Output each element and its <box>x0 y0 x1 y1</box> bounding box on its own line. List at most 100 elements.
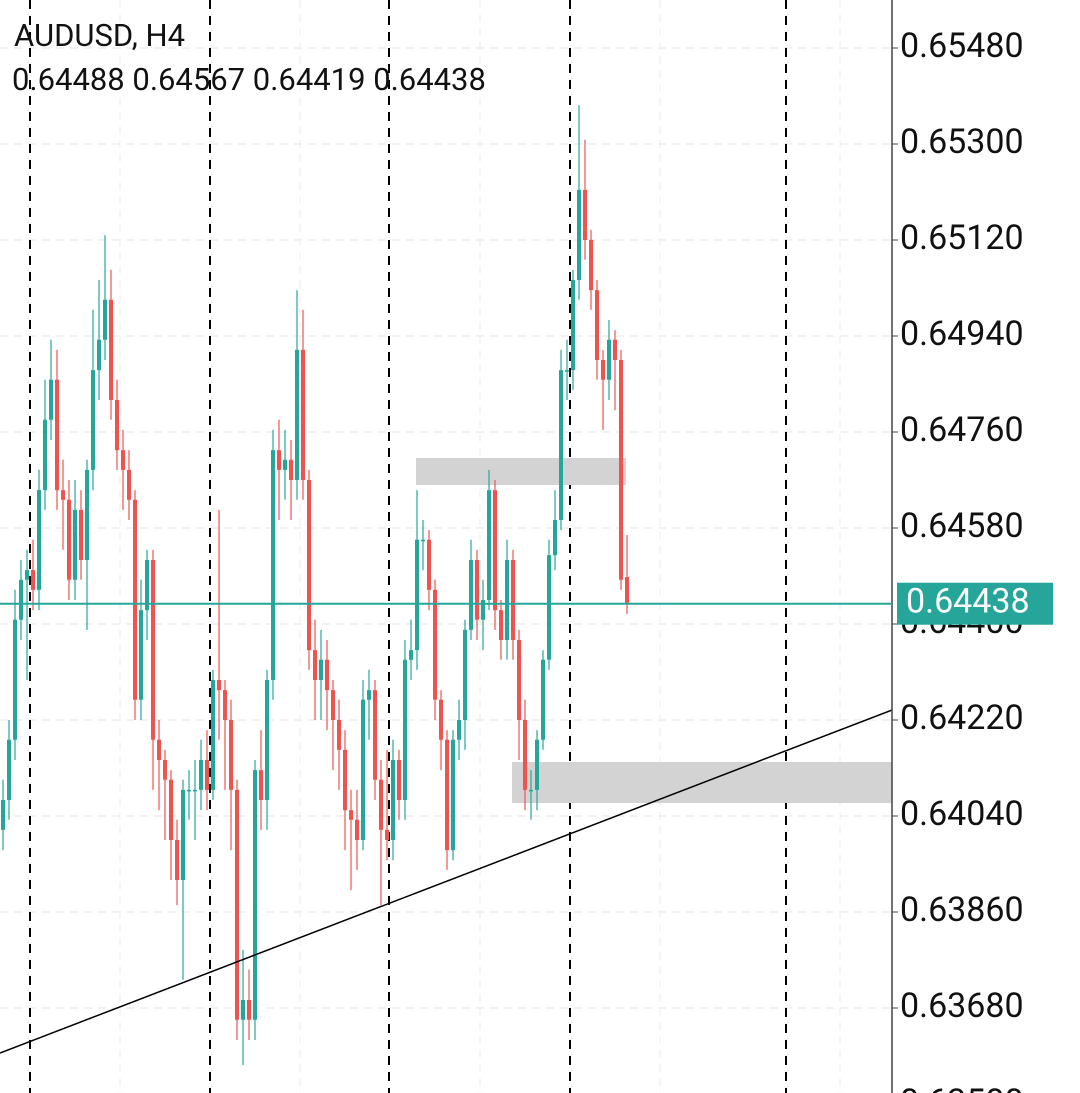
candle-body <box>397 760 401 800</box>
candle-body <box>361 699 365 840</box>
candle-body <box>7 739 11 800</box>
candle-body <box>553 520 557 556</box>
candle-body <box>241 1000 245 1020</box>
candle-body <box>505 560 509 640</box>
candle-body <box>115 400 119 451</box>
candle-body <box>43 419 47 491</box>
candle-body <box>319 659 323 680</box>
candle-body <box>199 760 203 790</box>
candle-body <box>67 499 71 580</box>
candle-body <box>169 779 173 840</box>
ohlc-label: 0.64488 0.64567 0.64419 0.64438 <box>12 61 486 98</box>
candle-body <box>217 680 221 691</box>
candle-body <box>103 299 107 340</box>
candle-body <box>445 739 449 851</box>
candle-body <box>25 570 29 580</box>
vertical-grid <box>119 0 841 1093</box>
y-tick-label: 0.65480 <box>900 26 1024 66</box>
candle-body <box>607 339 611 380</box>
candle-body <box>61 490 65 500</box>
candle-body <box>481 600 485 620</box>
candle-body <box>517 640 521 720</box>
candle-body <box>583 189 587 240</box>
y-tick-label: 0.64760 <box>900 410 1024 450</box>
candle-body <box>31 570 35 590</box>
candle-body <box>193 789 197 792</box>
current-price-label: 0.64438 <box>906 582 1030 622</box>
axis-background <box>893 0 1080 1093</box>
candle-body <box>523 720 527 790</box>
candle-body <box>247 1000 251 1020</box>
candle-body <box>409 650 413 660</box>
candle-body <box>175 840 179 880</box>
candle-body <box>577 189 581 280</box>
y-tick-label: 0.64580 <box>900 506 1024 546</box>
current-price: 0.64438 <box>0 582 1053 625</box>
candle-body <box>49 379 53 420</box>
candle-body <box>265 680 269 800</box>
y-tick-label: 0.65300 <box>900 122 1024 162</box>
candle-body <box>625 577 629 604</box>
zone <box>416 458 626 485</box>
candle-body <box>571 280 575 371</box>
candle-body <box>331 690 335 720</box>
y-tick-label: 0.63500 <box>900 1082 1024 1093</box>
candle-body <box>91 370 95 470</box>
candle-body <box>127 469 131 500</box>
grid <box>0 47 892 1009</box>
candle-body <box>133 499 137 700</box>
candle-body <box>595 290 599 360</box>
period-separators <box>29 0 787 1093</box>
candle-body <box>601 360 605 380</box>
candle-body <box>535 739 539 790</box>
candle-body <box>37 490 41 590</box>
candle-body <box>463 629 467 720</box>
candle-body <box>211 680 215 790</box>
candle-body <box>73 509 77 580</box>
candle-body <box>493 490 497 611</box>
candle-body <box>223 690 227 720</box>
candle-body <box>469 560 473 630</box>
current-price-box <box>897 582 1053 625</box>
y-tick-label: 0.64940 <box>900 314 1024 354</box>
candle-body <box>301 349 305 480</box>
candle-body <box>13 619 17 740</box>
candle-body <box>373 690 377 780</box>
candle-body <box>181 789 185 880</box>
candle-body <box>403 659 407 800</box>
candle-body <box>55 379 59 491</box>
candle-body <box>511 560 515 640</box>
candle-body <box>547 555 551 660</box>
candle-body <box>487 490 491 600</box>
candle-body <box>355 819 359 840</box>
candle-body <box>187 789 191 792</box>
y-tick-label: 0.63680 <box>900 986 1024 1026</box>
candle-body <box>499 610 503 640</box>
candle-body <box>379 779 383 830</box>
y-tick-label: 0.64220 <box>900 698 1024 738</box>
candle-body <box>613 339 617 360</box>
candle-body <box>559 370 563 520</box>
candle-body <box>277 450 281 470</box>
candle-body <box>391 760 395 840</box>
candle-body <box>235 789 239 1020</box>
candle-body <box>541 659 545 740</box>
candle-body <box>109 299 113 400</box>
candle-body <box>421 539 425 542</box>
candle-body <box>589 240 593 291</box>
candle-body <box>619 360 623 580</box>
candle-body <box>349 810 353 820</box>
candle-body <box>289 459 293 480</box>
candle-body <box>157 739 161 760</box>
candle-body <box>385 829 389 840</box>
candle-body <box>343 749 347 811</box>
candle-body <box>253 770 257 1020</box>
candle-body <box>145 560 149 611</box>
y-tick-label: 0.65120 <box>900 218 1024 258</box>
candle-body <box>427 539 431 590</box>
candle-body <box>259 770 263 800</box>
candle-body <box>529 789 533 792</box>
candle-body <box>205 760 209 790</box>
